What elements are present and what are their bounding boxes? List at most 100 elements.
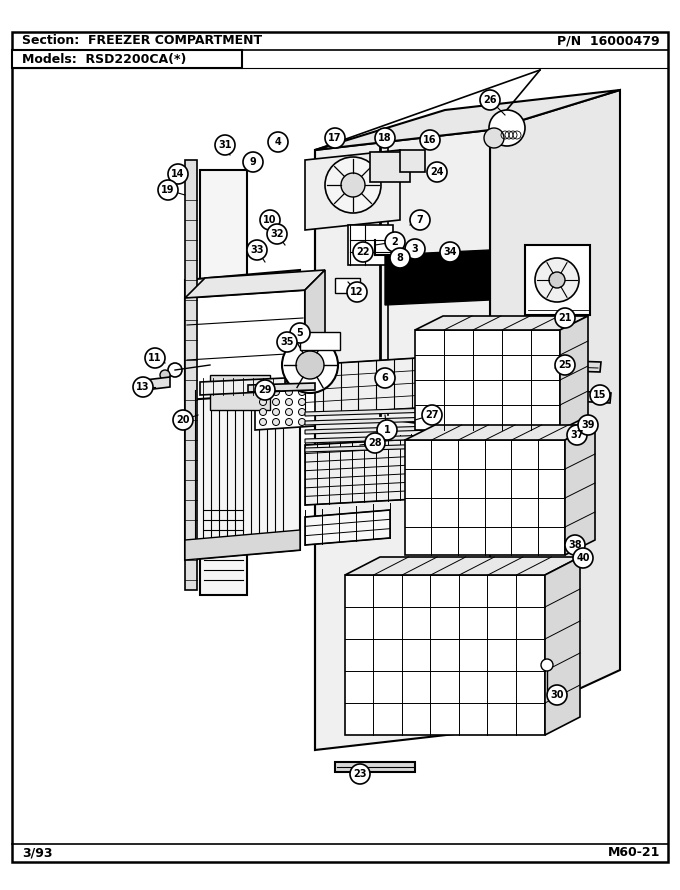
Bar <box>348 225 393 265</box>
Polygon shape <box>335 762 415 772</box>
Circle shape <box>390 248 410 268</box>
Circle shape <box>247 240 267 260</box>
Circle shape <box>290 323 310 343</box>
Text: 26: 26 <box>483 95 497 105</box>
Circle shape <box>375 128 395 148</box>
Circle shape <box>341 173 365 197</box>
Polygon shape <box>405 440 565 555</box>
Circle shape <box>555 308 575 328</box>
Polygon shape <box>490 90 620 730</box>
Polygon shape <box>415 330 560 430</box>
Polygon shape <box>185 160 197 590</box>
Bar <box>300 332 340 350</box>
Circle shape <box>377 420 397 440</box>
Text: 24: 24 <box>430 167 444 177</box>
Text: 7: 7 <box>417 215 424 225</box>
Text: 37: 37 <box>571 430 583 440</box>
Circle shape <box>565 535 585 555</box>
Polygon shape <box>560 316 588 430</box>
Polygon shape <box>305 425 465 434</box>
Text: 30: 30 <box>550 690 564 700</box>
Circle shape <box>273 409 279 416</box>
Text: 29: 29 <box>258 385 272 395</box>
Circle shape <box>489 110 525 146</box>
Polygon shape <box>405 425 595 440</box>
Circle shape <box>260 399 267 406</box>
Circle shape <box>215 135 235 155</box>
Text: 8: 8 <box>396 253 403 263</box>
Text: M60-21: M60-21 <box>608 846 660 860</box>
Circle shape <box>578 415 598 435</box>
Circle shape <box>375 368 395 388</box>
Polygon shape <box>145 377 170 390</box>
Circle shape <box>268 132 288 152</box>
Polygon shape <box>255 380 315 430</box>
Circle shape <box>299 409 305 416</box>
Circle shape <box>385 232 405 252</box>
Circle shape <box>286 389 292 395</box>
Text: 1: 1 <box>384 425 390 435</box>
Text: 38: 38 <box>568 540 582 550</box>
Circle shape <box>158 180 178 200</box>
Circle shape <box>440 242 460 262</box>
Polygon shape <box>305 150 400 230</box>
Circle shape <box>173 410 193 430</box>
Circle shape <box>277 332 297 352</box>
Circle shape <box>405 239 425 259</box>
Text: 12: 12 <box>350 287 364 297</box>
Text: 3/93: 3/93 <box>22 846 52 860</box>
Circle shape <box>325 128 345 148</box>
Circle shape <box>273 399 279 406</box>
Text: 33: 33 <box>250 245 264 255</box>
Text: 20: 20 <box>176 415 190 425</box>
Text: 11: 11 <box>148 353 162 363</box>
Circle shape <box>273 389 279 395</box>
Circle shape <box>255 380 275 400</box>
Polygon shape <box>248 383 315 392</box>
Text: 19: 19 <box>161 185 175 195</box>
Circle shape <box>299 418 305 425</box>
Circle shape <box>168 164 188 184</box>
Text: P/N  16000479: P/N 16000479 <box>558 35 660 47</box>
Text: 39: 39 <box>581 420 595 430</box>
Bar <box>370 152 410 182</box>
Bar <box>335 278 360 293</box>
Polygon shape <box>545 557 580 735</box>
Polygon shape <box>385 250 490 305</box>
Circle shape <box>535 258 579 302</box>
Circle shape <box>590 385 610 405</box>
Text: 34: 34 <box>443 247 457 257</box>
Circle shape <box>299 399 305 406</box>
Circle shape <box>555 355 575 375</box>
Text: 32: 32 <box>270 229 284 239</box>
Circle shape <box>286 418 292 425</box>
Circle shape <box>420 130 440 150</box>
Circle shape <box>567 425 587 445</box>
Bar <box>400 150 425 172</box>
Text: 22: 22 <box>356 247 370 257</box>
Text: 27: 27 <box>425 410 439 420</box>
Circle shape <box>480 90 500 110</box>
Circle shape <box>260 418 267 425</box>
Polygon shape <box>415 316 588 330</box>
Circle shape <box>422 405 442 425</box>
Text: 18: 18 <box>378 133 392 143</box>
Bar <box>525 245 590 315</box>
Polygon shape <box>185 530 300 560</box>
Text: 5: 5 <box>296 328 303 338</box>
Text: 31: 31 <box>218 140 232 150</box>
Polygon shape <box>305 510 390 545</box>
Text: 4: 4 <box>275 137 282 147</box>
Text: 16: 16 <box>423 135 437 145</box>
Polygon shape <box>185 290 305 400</box>
Polygon shape <box>200 170 247 595</box>
Circle shape <box>427 162 447 182</box>
Circle shape <box>260 409 267 416</box>
Bar <box>12 50 242 68</box>
Text: 28: 28 <box>368 438 381 448</box>
Text: 15: 15 <box>593 390 607 400</box>
Circle shape <box>299 389 305 395</box>
Text: 2: 2 <box>392 237 398 247</box>
Circle shape <box>243 152 263 172</box>
Polygon shape <box>305 443 465 452</box>
